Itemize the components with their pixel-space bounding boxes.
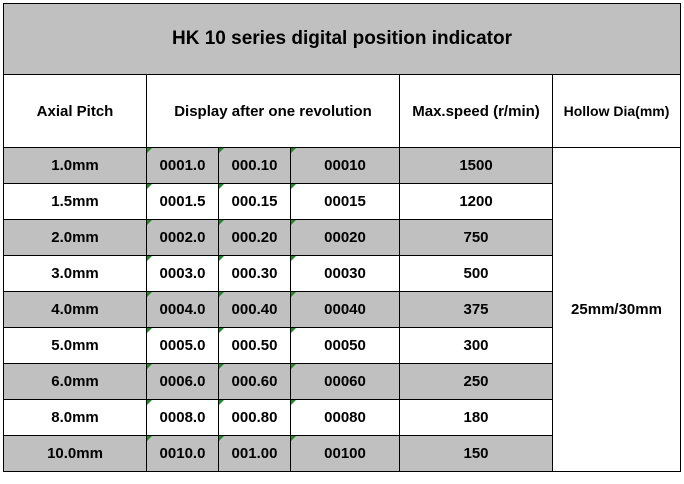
pitch-cell: 2.0mm (3, 219, 147, 256)
header-hollow-dia: Hollow Dia(mm) (552, 74, 681, 148)
table-row: 10.0mm 0010.0 001.00 00100 150 (3, 435, 681, 472)
speed-cell: 150 (399, 435, 553, 472)
cell-marker-icon (291, 148, 296, 153)
cell-marker-icon (147, 436, 152, 441)
cell-marker-icon (219, 148, 224, 153)
display-cell: 0001.5 (146, 183, 219, 220)
display-cell: 00030 (290, 255, 400, 292)
display-cell: 0001.0 (146, 147, 219, 184)
speed-cell: 750 (399, 219, 553, 256)
cell-marker-icon (147, 400, 152, 405)
display-cell: 00010 (290, 147, 400, 184)
cell-marker-icon (291, 400, 296, 405)
speed-cell: 500 (399, 255, 553, 292)
table-row: 3.0mm 0003.0 000.30 00030 500 (3, 255, 681, 292)
display-cell: 0004.0 (146, 291, 219, 328)
cell-marker-icon (147, 256, 152, 261)
display-cell: 0010.0 (146, 435, 219, 472)
display-cell: 000.80 (218, 399, 291, 436)
cell-marker-icon (147, 364, 152, 369)
table-row: 1.0mm 0001.0 000.10 00010 1500 25mm/30mm (3, 147, 681, 472)
display-cell: 000.15 (218, 183, 291, 220)
display-cell: 0002.0 (146, 219, 219, 256)
cell-marker-icon (147, 328, 152, 333)
display-cell: 000.30 (218, 255, 291, 292)
cell-marker-icon (147, 292, 152, 297)
pitch-cell: 1.5mm (3, 183, 147, 220)
cell-marker-icon (291, 256, 296, 261)
pitch-cell: 1.0mm (3, 147, 147, 184)
header-axial-pitch: Axial Pitch (3, 74, 147, 148)
table-row: 4.0mm 0004.0 000.40 00040 375 (3, 291, 681, 328)
table-row: 1.5mm 0001.5 000.15 00015 1200 (3, 183, 681, 220)
cell-marker-icon (219, 436, 224, 441)
cell-marker-icon (219, 364, 224, 369)
cell-marker-icon (291, 328, 296, 333)
cell-marker-icon (291, 364, 296, 369)
table-row: 5.0mm 0005.0 000.50 00050 300 (3, 327, 681, 364)
display-cell: 00060 (290, 363, 400, 400)
display-cell: 000.20 (218, 219, 291, 256)
speed-cell: 1500 (399, 147, 553, 184)
display-cell: 0006.0 (146, 363, 219, 400)
display-cell: 001.00 (218, 435, 291, 472)
cell-marker-icon (219, 400, 224, 405)
speed-cell: 375 (399, 291, 553, 328)
cell-marker-icon (291, 220, 296, 225)
pitch-cell: 4.0mm (3, 291, 147, 328)
display-cell: 00040 (290, 291, 400, 328)
speed-cell: 250 (399, 363, 553, 400)
pitch-cell: 10.0mm (3, 435, 147, 472)
cell-marker-icon (219, 292, 224, 297)
display-cell: 00080 (290, 399, 400, 436)
pitch-cell: 5.0mm (3, 327, 147, 364)
cell-marker-icon (291, 292, 296, 297)
table-title: HK 10 series digital position indicator (3, 3, 681, 75)
display-cell: 000.10 (218, 147, 291, 184)
display-cell: 000.40 (218, 291, 291, 328)
table-row: 2.0mm 0002.0 000.20 00020 750 (3, 219, 681, 256)
cell-marker-icon (147, 148, 152, 153)
cell-marker-icon (219, 256, 224, 261)
header-display: Display after one revolution (146, 74, 400, 148)
display-cell: 0005.0 (146, 327, 219, 364)
display-cell: 000.60 (218, 363, 291, 400)
display-cell: 000.50 (218, 327, 291, 364)
cell-marker-icon (219, 328, 224, 333)
display-cell: 00100 (290, 435, 400, 472)
pitch-cell: 3.0mm (3, 255, 147, 292)
cell-marker-icon (291, 184, 296, 189)
display-cell: 0008.0 (146, 399, 219, 436)
pitch-cell: 6.0mm (3, 363, 147, 400)
spec-table: HK 10 series digital position indicator … (3, 3, 681, 472)
hollow-dia-value: 25mm/30mm (552, 147, 681, 472)
pitch-cell: 8.0mm (3, 399, 147, 436)
cell-marker-icon (147, 184, 152, 189)
cell-marker-icon (219, 220, 224, 225)
cell-marker-icon (219, 184, 224, 189)
speed-cell: 180 (399, 399, 553, 436)
cell-marker-icon (147, 220, 152, 225)
speed-cell: 300 (399, 327, 553, 364)
table-row: 6.0mm 0006.0 000.60 00060 250 (3, 363, 681, 400)
speed-cell: 1200 (399, 183, 553, 220)
cell-marker-icon (291, 436, 296, 441)
display-cell: 00015 (290, 183, 400, 220)
display-cell: 00020 (290, 219, 400, 256)
display-cell: 00050 (290, 327, 400, 364)
display-cell: 0003.0 (146, 255, 219, 292)
header-max-speed: Max.speed (r/min) (399, 74, 553, 148)
